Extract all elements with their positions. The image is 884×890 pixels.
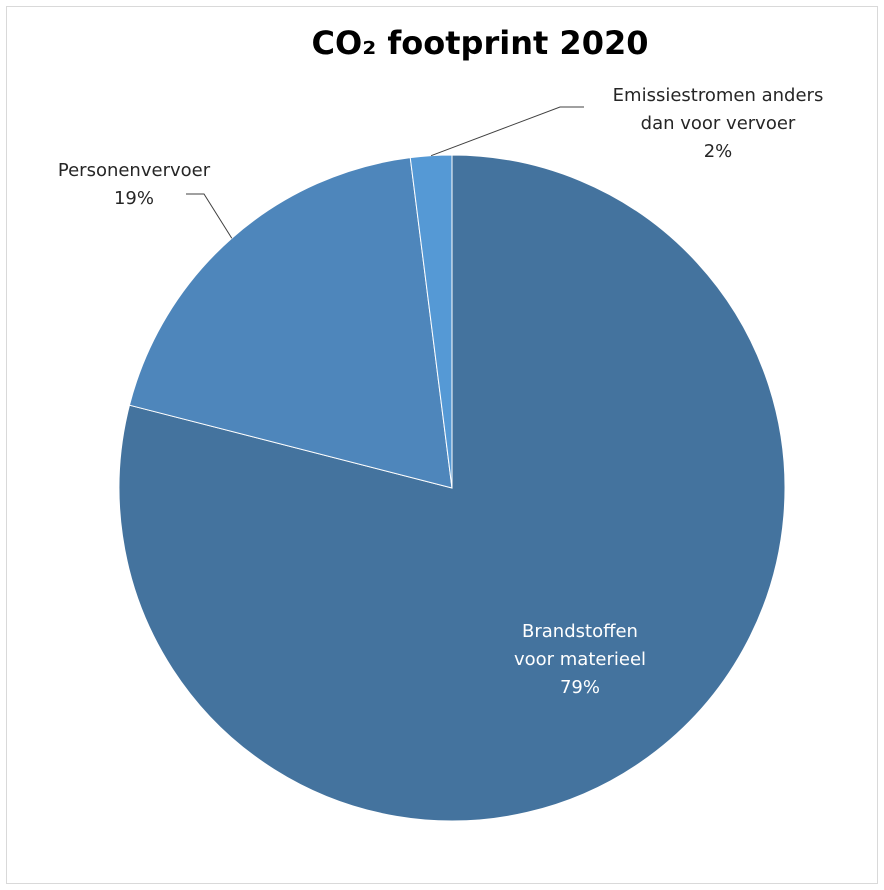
data-label-brandstoffen-voor-materieel: Brandstoffen voor materieel 79% (514, 621, 646, 698)
leader-line-personenvervoer (186, 193, 233, 239)
data-label-emissiestromen-anders-dan-voor-vervoer: Emissiestromen anders dan voor vervoer 2% (613, 85, 824, 162)
pie-slices (118, 154, 786, 822)
leader-line-emissiestromen-anders-dan-voor-vervoer (430, 106, 584, 157)
chart-title: CO₂ footprint 2020 (312, 24, 649, 62)
data-label-personenvervoer: Personenvervoer 19% (58, 160, 211, 209)
data-labels: Brandstoffen voor materieel 79% Personenver… (58, 85, 823, 698)
leader-lines (186, 106, 584, 239)
pie-slice-personenvervoer (128, 157, 453, 489)
pie-slice-emissiestromen-anders-dan-voor-vervoer (409, 154, 453, 489)
